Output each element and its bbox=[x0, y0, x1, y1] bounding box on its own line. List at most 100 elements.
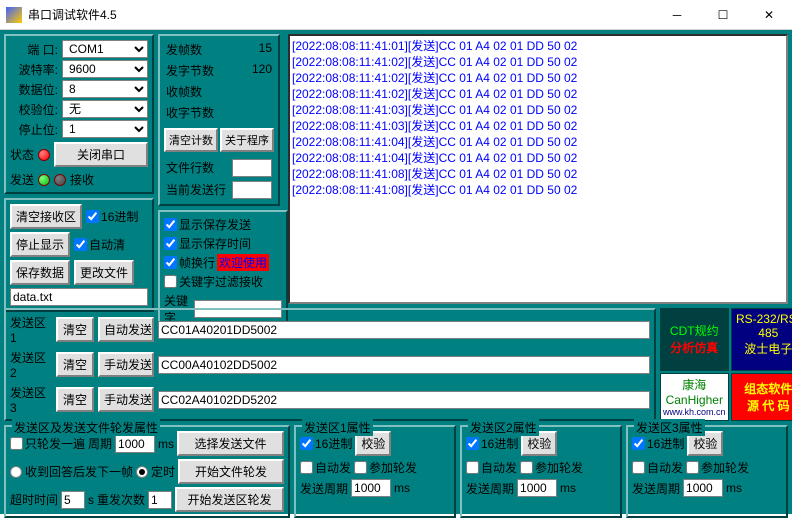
zone-auto-checkbox[interactable]: 自动发 bbox=[466, 459, 517, 476]
send-zones-panel: 发送区1清空自动发送发送区2清空手动发送发送区3清空手动发送 bbox=[4, 308, 656, 421]
autoclear-checkbox[interactable]: 自动清 bbox=[74, 236, 125, 253]
minimize-button[interactable]: ─ bbox=[654, 0, 700, 30]
change-file-button[interactable]: 更改文件 bbox=[74, 260, 134, 285]
close-button[interactable]: ✕ bbox=[746, 0, 792, 30]
sent-frames-label: 发帧数 bbox=[166, 41, 202, 58]
frame-wrap-checkbox[interactable]: 帧换行欢迎使用 bbox=[164, 254, 282, 271]
port-settings-panel: 端 口: COM1 波特率: 9600 数据位: 8 校验位: 无 停止位: 1… bbox=[4, 34, 154, 194]
retry-input[interactable] bbox=[148, 491, 172, 509]
zone-period-input bbox=[517, 479, 557, 497]
period-input[interactable] bbox=[115, 435, 155, 453]
zone-property-group: 发送区3属性16进制校验自动发参加轮发发送周期ms bbox=[626, 425, 788, 518]
databits-select[interactable]: 8 bbox=[62, 80, 148, 98]
stats-panel: 发帧数15 发字节数120 收帧数 收字节数 清空计数 关于程序 文件行数 当前… bbox=[158, 34, 280, 206]
zone-period-label: 发送周期 bbox=[300, 480, 348, 497]
start-zone-rotation-button[interactable]: 开始发送区轮发 bbox=[175, 487, 284, 512]
zone-auto-checkbox[interactable]: 自动发 bbox=[632, 459, 683, 476]
stopbits-select[interactable]: 1 bbox=[62, 120, 148, 138]
stop-display-button[interactable]: 停止显示 bbox=[10, 232, 70, 257]
zone-hex-checkbox[interactable]: 16进制 bbox=[632, 435, 684, 452]
recv-frames-label: 收帧数 bbox=[166, 83, 202, 100]
clear-count-button[interactable]: 清空计数 bbox=[164, 128, 218, 152]
log-line: [2022:08:08:11:41:02][发送]CC 01 A4 02 01 … bbox=[292, 54, 784, 70]
app-icon bbox=[6, 7, 22, 23]
zone-period-input bbox=[351, 479, 391, 497]
send-mode-button[interactable]: 自动发送 bbox=[98, 317, 154, 342]
send-zone-label: 发送区1 bbox=[10, 314, 52, 345]
keyword-filter-checkbox[interactable]: 关键字过滤接收 bbox=[164, 273, 282, 290]
period-label: 周期 bbox=[88, 435, 112, 452]
hex-checkbox[interactable]: 16进制 bbox=[86, 208, 138, 225]
clear-send-button[interactable]: 清空 bbox=[56, 352, 94, 377]
titlebar: 串口调试软件4.5 ─ ☐ ✕ bbox=[0, 0, 792, 30]
filename-input[interactable] bbox=[10, 288, 148, 306]
send-mode-button[interactable]: 手动发送 bbox=[98, 352, 154, 377]
baud-select[interactable]: 9600 bbox=[62, 60, 148, 78]
maximize-button[interactable]: ☐ bbox=[700, 0, 746, 30]
rotation-group: 发送区及发送文件轮发属性 只轮发一遍 周期 ms 选择发送文件 收到回答后发下一… bbox=[4, 425, 290, 518]
s-label: s bbox=[88, 493, 94, 507]
status-led bbox=[38, 149, 50, 161]
ad-rs[interactable]: RS-232/RS-485波士电子www.bosi.com.cn bbox=[731, 308, 792, 371]
zone-group-title: 发送区2属性 bbox=[468, 419, 539, 436]
port-select[interactable]: COM1 bbox=[62, 40, 148, 58]
ads-panel: CDT规约分析仿真 RS-232/RS-485波士电子www.bosi.com.… bbox=[660, 308, 788, 421]
about-button[interactable]: 关于程序 bbox=[220, 128, 274, 152]
zone-group-title: 发送区1属性 bbox=[302, 419, 373, 436]
cur-line-label: 当前发送行 bbox=[166, 181, 226, 199]
clear-recv-button[interactable]: 清空接收区 bbox=[10, 204, 82, 229]
select-file-button[interactable]: 选择发送文件 bbox=[177, 431, 284, 456]
zone-auto-checkbox[interactable]: 自动发 bbox=[300, 459, 351, 476]
clear-send-button[interactable]: 清空 bbox=[56, 317, 94, 342]
ad-kanghai[interactable]: 康海CanHigherwww.kh.com.cn bbox=[660, 373, 729, 422]
ad-zutai[interactable]: 组态软件源 代 码 bbox=[731, 373, 792, 422]
timed-radio[interactable] bbox=[136, 466, 148, 478]
after-reply-radio[interactable] bbox=[10, 466, 22, 478]
zone-join-checkbox[interactable]: 参加轮发 bbox=[686, 459, 749, 476]
send-data-input[interactable] bbox=[158, 391, 650, 409]
rotation-group-title: 发送区及发送文件轮发属性 bbox=[12, 419, 160, 436]
timeout-input[interactable] bbox=[61, 491, 85, 509]
zone-join-checkbox[interactable]: 参加轮发 bbox=[354, 459, 417, 476]
log-line: [2022:08:08:11:41:08][发送]CC 01 A4 02 01 … bbox=[292, 182, 784, 198]
ad-cdt[interactable]: CDT规约分析仿真 bbox=[660, 308, 729, 371]
file-lines-input[interactable] bbox=[232, 159, 272, 177]
send-data-input[interactable] bbox=[158, 356, 650, 374]
send-row: 发送区2清空手动发送 bbox=[10, 349, 650, 380]
only-once-checkbox[interactable]: 只轮发一遍 bbox=[10, 435, 85, 452]
zone-period-label: 发送周期 bbox=[466, 480, 514, 497]
log-line: [2022:08:08:11:41:02][发送]CC 01 A4 02 01 … bbox=[292, 86, 784, 102]
send-data-input[interactable] bbox=[158, 321, 650, 339]
retry-label: 重发次数 bbox=[97, 491, 145, 508]
zone-period-label: 发送周期 bbox=[632, 480, 680, 497]
file-lines-label: 文件行数 bbox=[166, 159, 214, 177]
zone-hex-checkbox[interactable]: 16进制 bbox=[466, 435, 518, 452]
clear-send-button[interactable]: 清空 bbox=[56, 387, 94, 412]
show-save-time-checkbox[interactable]: 显示保存时间 bbox=[164, 235, 282, 252]
close-port-button[interactable]: 关闭串口 bbox=[54, 142, 148, 167]
parity-label: 校验位: bbox=[10, 101, 60, 118]
status-label: 状态 bbox=[10, 146, 34, 163]
window-title: 串口调试软件4.5 bbox=[28, 6, 654, 23]
zone-join-checkbox[interactable]: 参加轮发 bbox=[520, 459, 583, 476]
save-data-button[interactable]: 保存数据 bbox=[10, 260, 70, 285]
log-panel[interactable]: [2022:08:08:11:41:01][发送]CC 01 A4 02 01 … bbox=[288, 34, 788, 304]
sent-bytes-value: 120 bbox=[252, 62, 272, 79]
parity-select[interactable]: 无 bbox=[62, 100, 148, 118]
zone-ms-label: ms bbox=[560, 481, 576, 495]
zone-property-group: 发送区1属性16进制校验自动发参加轮发发送周期ms bbox=[294, 425, 456, 518]
log-line: [2022:08:08:11:41:03][发送]CC 01 A4 02 01 … bbox=[292, 118, 784, 134]
baud-label: 波特率: bbox=[10, 61, 60, 78]
zone-hex-checkbox[interactable]: 16进制 bbox=[300, 435, 352, 452]
show-save-send-checkbox[interactable]: 显示保存发送 bbox=[164, 216, 282, 233]
zone-ms-label: ms bbox=[726, 481, 742, 495]
cur-line-input[interactable] bbox=[232, 181, 272, 199]
recv-label: 接收 bbox=[70, 171, 94, 188]
databits-label: 数据位: bbox=[10, 81, 60, 98]
send-mode-button[interactable]: 手动发送 bbox=[98, 387, 154, 412]
port-label: 端 口: bbox=[10, 41, 60, 58]
start-file-rotation-button[interactable]: 开始文件轮发 bbox=[178, 459, 284, 484]
zone-group-title: 发送区3属性 bbox=[634, 419, 705, 436]
log-line: [2022:08:08:11:41:08][发送]CC 01 A4 02 01 … bbox=[292, 166, 784, 182]
send-zone-label: 发送区3 bbox=[10, 384, 52, 415]
